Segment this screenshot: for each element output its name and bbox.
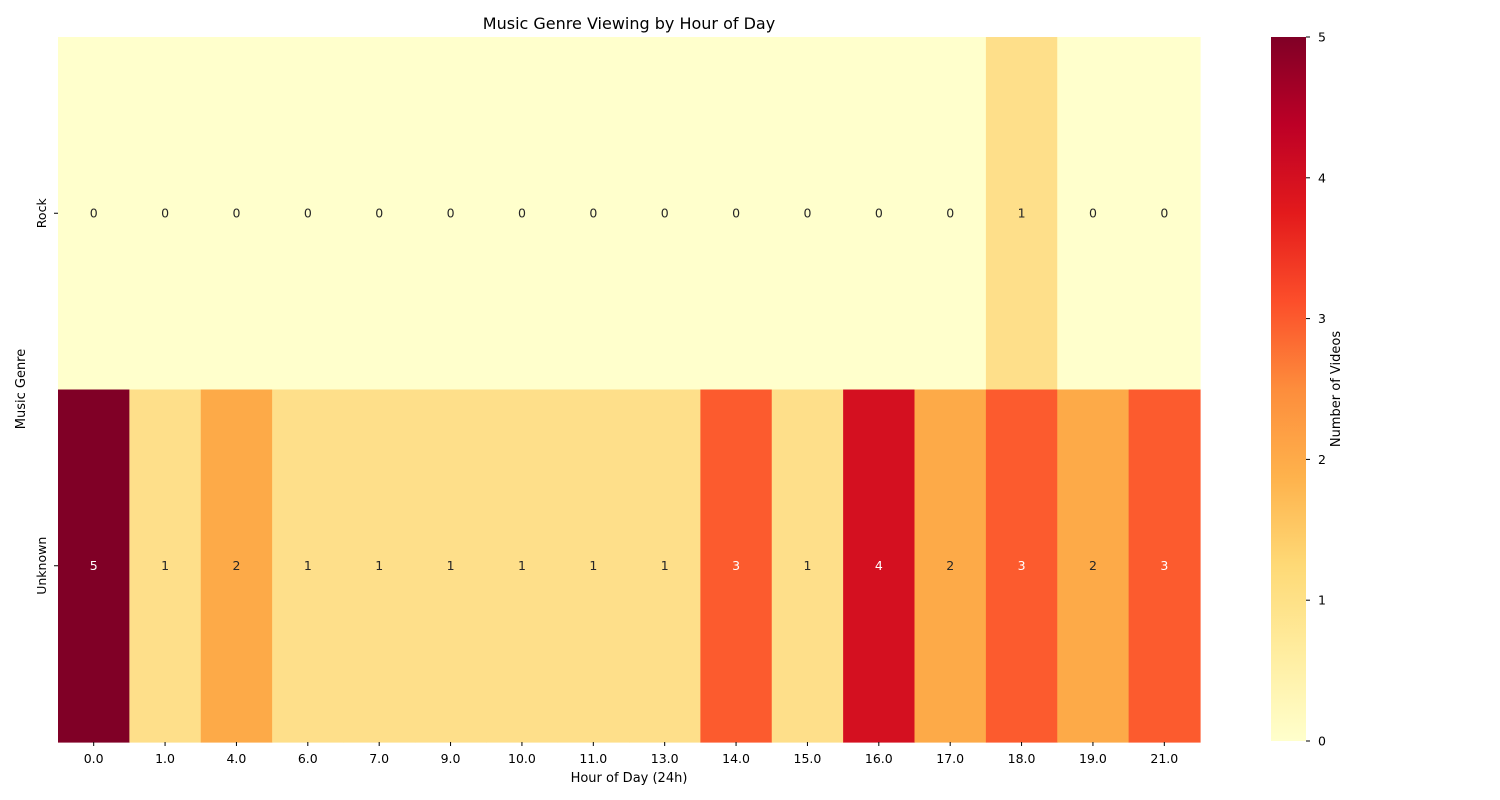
cell-value-label: 0	[875, 205, 883, 220]
x-tick-label: 14.0	[722, 751, 750, 766]
colorbar-ticks: 0 1 2 3 4 5	[1306, 30, 1326, 749]
x-tick-label: 0.0	[84, 751, 104, 766]
heatmap-cell	[414, 37, 487, 391]
heatmap-cell	[985, 389, 1058, 743]
x-tick-label: 19.0	[1079, 751, 1107, 766]
x-tick-label: 17.0	[936, 751, 964, 766]
colorbar-tick-label: 3	[1318, 311, 1326, 326]
heatmap-cell	[486, 389, 559, 743]
heatmap-cell	[557, 389, 630, 743]
heatmap-cell	[700, 389, 773, 743]
cell-value-label: 0	[661, 205, 669, 220]
heatmap-cell	[200, 37, 273, 391]
heatmap-cell	[343, 37, 416, 391]
x-tick-label: 15.0	[794, 751, 822, 766]
y-tick-label: Unknown	[34, 537, 49, 595]
heatmap-cells	[58, 37, 1201, 743]
cell-value-label: 0	[589, 205, 597, 220]
cell-value-label: 1	[1018, 205, 1026, 220]
x-tick-label: 16.0	[865, 751, 893, 766]
heatmap-cell	[272, 389, 345, 743]
heatmap-cell	[914, 389, 987, 743]
cell-value-label: 0	[518, 205, 526, 220]
cell-value-label: 3	[732, 558, 740, 573]
x-tick-label: 11.0	[579, 751, 607, 766]
x-tick-label: 4.0	[226, 751, 246, 766]
x-tick-label: 1.0	[155, 751, 175, 766]
cell-labels: 0 0 0 0 0 0 0 0 0 0 0 0 0 1 0 0 5 1 2 1 1 1 1 1 1 3 1 4 2 3 2 3	[90, 205, 1169, 573]
heatmap-cell	[272, 37, 345, 391]
cell-value-label: 0	[732, 205, 740, 220]
heatmap-cell	[200, 389, 273, 743]
heatmap-cell	[58, 389, 130, 743]
heatmap-cell	[1057, 37, 1130, 391]
colorbar	[1271, 37, 1306, 741]
cell-value-label: 0	[1089, 205, 1097, 220]
x-tick-label: 7.0	[369, 751, 389, 766]
heatmap-cell	[771, 37, 844, 391]
cell-value-label: 0	[1160, 205, 1168, 220]
colorbar-tick-label: 0	[1318, 734, 1326, 749]
cell-value-label: 4	[875, 558, 883, 573]
x-axis-label: Hour of Day (24h)	[571, 771, 688, 786]
cell-value-label: 0	[90, 205, 98, 220]
cell-value-label: 1	[803, 558, 811, 573]
x-tick-label: 6.0	[298, 751, 318, 766]
colorbar-tick-label: 1	[1318, 593, 1326, 608]
heatmap-cell	[914, 37, 987, 391]
cell-value-label: 0	[161, 205, 169, 220]
y-tick-label: Rock	[34, 198, 49, 229]
cell-value-label: 1	[447, 558, 455, 573]
x-axis-ticks: 0.0 1.0 4.0 6.0 7.0 9.0 10.0 11.0 13.0 14.0 15.0 16…	[84, 742, 1178, 766]
cell-value-label: 0	[375, 205, 383, 220]
x-tick-label: 10.0	[508, 751, 536, 766]
cell-value-label: 0	[232, 205, 240, 220]
heatmap-cell	[1128, 389, 1201, 743]
colorbar-tick-label: 2	[1318, 452, 1326, 467]
cell-value-label: 3	[1018, 558, 1026, 573]
heatmap-cell	[843, 37, 916, 391]
cell-value-label: 2	[1089, 558, 1097, 573]
heatmap-cell	[985, 37, 1058, 391]
cell-value-label: 1	[661, 558, 669, 573]
y-axis-ticks: Rock Unknown	[34, 198, 58, 595]
chart-title: Music Genre Viewing by Hour of Day	[483, 14, 775, 33]
heatmap-cell	[486, 37, 559, 391]
heatmap-cell	[771, 389, 844, 743]
heatmap-cell	[843, 389, 916, 743]
cell-value-label: 2	[232, 558, 240, 573]
cell-value-label: 1	[161, 558, 169, 573]
heatmap-cell	[629, 37, 701, 391]
cell-value-label: 2	[946, 558, 954, 573]
cell-value-label: 1	[518, 558, 526, 573]
colorbar-label: Number of Videos	[1329, 331, 1344, 447]
heatmap-cell	[557, 37, 630, 391]
cell-value-label: 3	[1160, 558, 1168, 573]
x-tick-label: 9.0	[441, 751, 461, 766]
cell-value-label: 1	[375, 558, 383, 573]
colorbar-tick-label: 4	[1318, 170, 1326, 185]
heatmap-cell	[129, 389, 202, 743]
heatmap-cell	[58, 37, 130, 391]
x-tick-label: 13.0	[651, 751, 679, 766]
heatmap-cell	[129, 37, 202, 391]
heatmap-cell	[1128, 37, 1201, 391]
colorbar-tick-label: 5	[1318, 30, 1326, 45]
cell-value-label: 0	[304, 205, 312, 220]
cell-value-label: 1	[589, 558, 597, 573]
heatmap-cell	[629, 389, 701, 743]
x-tick-label: 21.0	[1150, 751, 1178, 766]
heatmap-cell	[414, 389, 487, 743]
heatmap-cell	[700, 37, 773, 391]
cell-value-label: 0	[447, 205, 455, 220]
y-axis-label: Music Genre	[14, 349, 29, 430]
cell-value-label: 0	[946, 205, 954, 220]
x-tick-label: 18.0	[1008, 751, 1036, 766]
heatmap-cell	[343, 389, 416, 743]
heatmap-cell	[1057, 389, 1130, 743]
cell-value-label: 1	[304, 558, 312, 573]
cell-value-label: 0	[803, 205, 811, 220]
cell-value-label: 5	[90, 558, 98, 573]
